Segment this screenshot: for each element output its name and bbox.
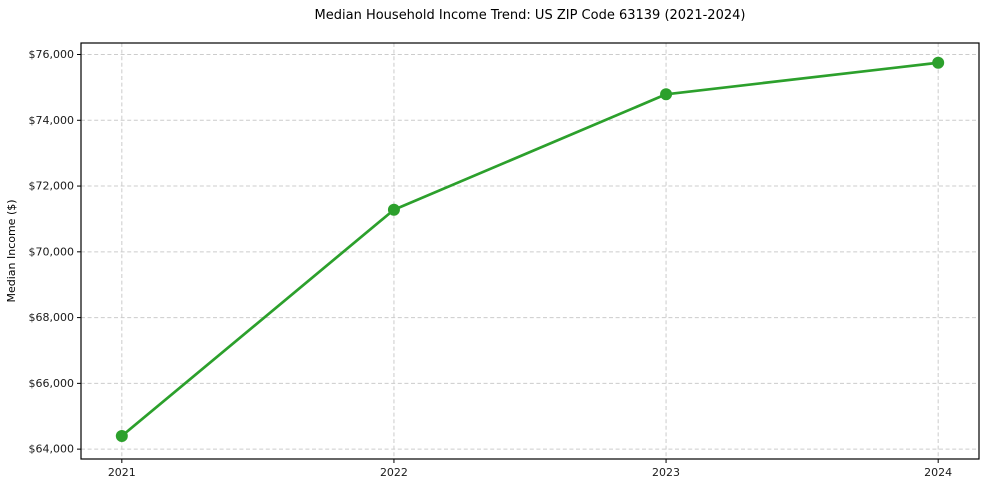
data-point-2023 [660, 88, 673, 101]
plot-border [80, 42, 980, 460]
y-tick-label: $70,000 [29, 245, 75, 258]
y-tick-label: $72,000 [29, 180, 75, 193]
x-tick-label: 2024 [924, 466, 952, 479]
data-point-2021 [115, 429, 128, 442]
x-tick-label: 2021 [108, 466, 136, 479]
x-tick-label: 2023 [652, 466, 680, 479]
trend-line [120, 61, 940, 438]
x-tick-label: 2022 [380, 466, 408, 479]
data-point-2022 [387, 203, 400, 216]
y-tick-label: $64,000 [29, 443, 75, 456]
y-tick-label: $68,000 [29, 311, 75, 324]
y-tick-label: $74,000 [29, 114, 75, 127]
y-axis-label: Median Income ($) [5, 199, 18, 302]
data-point-2024 [932, 56, 945, 69]
y-tick-label: $66,000 [29, 377, 75, 390]
y-tick-label: $76,000 [29, 48, 75, 61]
chart-title: Median Household Income Trend: US ZIP Co… [314, 8, 746, 23]
